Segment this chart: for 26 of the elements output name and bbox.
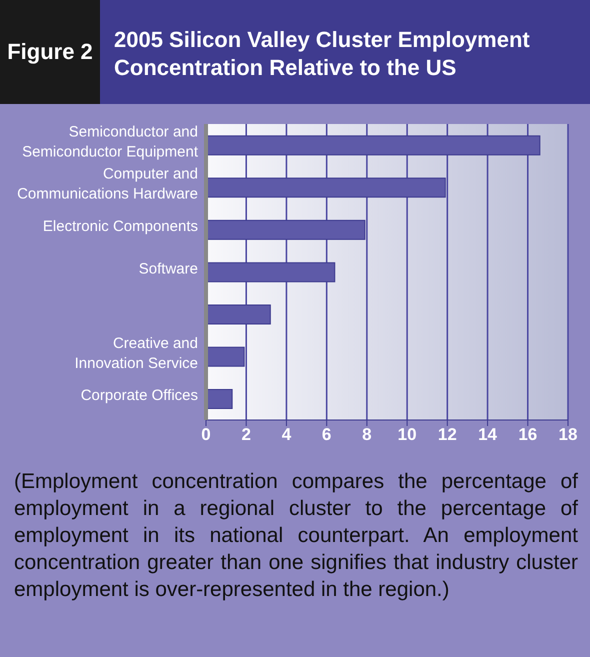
x-tick-label: 8 [362,425,372,444]
text: (Employment concentration compares the percentage of employment in a regional cluster to the percentage of employment in its national counterpart. An employment concentration greater than one signifies that industry cluster employment is over-represented in the region.) [13,469,579,603]
bar [206,389,233,410]
x-tick-label: 14 [478,425,498,444]
bar [206,220,366,240]
y-tick-label: Corporate Offices [80,387,198,404]
x-tick-label: 18 [558,425,578,444]
y-tick-label: Creative and Innovation Service [74,334,198,372]
chart-title: 2005 Silicon Valley Cluster Employment Concentration Relative to the US [113,26,531,82]
caption: Figure 2 [0,0,100,104]
x-tick-label: 6 [322,425,332,444]
y-tick-label: Software [138,260,198,278]
bar [206,346,245,367]
bar [206,135,540,156]
x-tick-label: 12 [438,425,457,444]
bar [206,304,271,324]
x-tick-label: 2 [241,425,251,444]
bar [206,262,336,282]
x-tick-label: 0 [201,425,211,444]
y-tick-label: Semiconductor and Semiconductor Equipment [22,123,199,160]
bar [206,178,446,198]
x-tick-label: 10 [398,425,417,444]
x-tick-label: 16 [518,425,538,444]
x-tick-label: 4 [282,425,292,444]
y-tick-label: Computer and Communications Hardware [17,166,198,203]
y-tick-label: Electronic Components [42,218,198,235]
